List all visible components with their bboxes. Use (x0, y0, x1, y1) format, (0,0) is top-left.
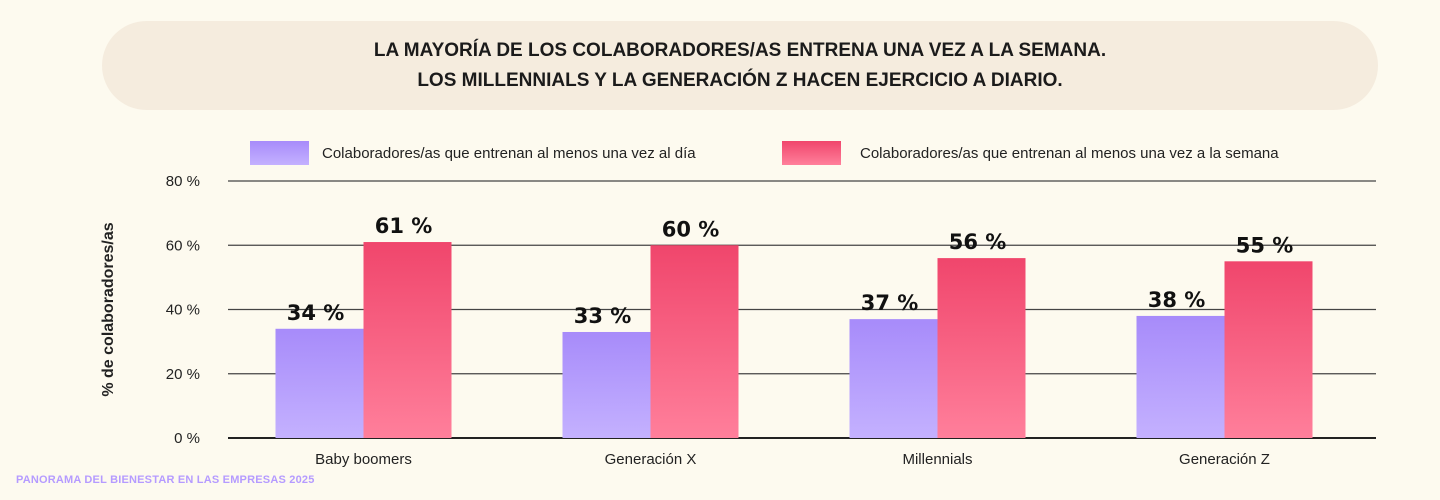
legend-label-weekly: Colaboradores/as que entrenan al menos u… (860, 145, 1279, 162)
y-tick-label: 40 % (166, 302, 200, 319)
y-tick-label: 20 % (166, 366, 200, 383)
bar-weekly-2 (650, 245, 739, 438)
bar-weekly-1 (363, 242, 452, 438)
x-tick-label: Baby boomers (315, 451, 412, 468)
data-label: 34 % (287, 301, 345, 325)
bar-daily-4 (1136, 315, 1225, 438)
y-axis-title: % de colaboradores/as (100, 222, 117, 396)
legend-swatch-daily (250, 141, 309, 165)
x-tick-label: Generación X (605, 451, 697, 468)
bar-chart: 0 % 20 % 40 % 60 % 80 % % de colaboradores/as… (100, 141, 1376, 468)
data-label: 38 % (1148, 288, 1206, 312)
data-label: 61 % (375, 214, 433, 238)
bar-weekly-3 (937, 258, 1026, 438)
chart-title-line-1: LA MAYORÍA DE LOS COLABORADORES/AS ENTRE… (373, 39, 1107, 61)
y-tick-label: 80 % (166, 173, 200, 190)
y-tick-label: 0 % (174, 430, 200, 447)
y-tick-label: 60 % (166, 237, 200, 254)
bar-daily-2 (562, 331, 651, 438)
data-label: 55 % (1236, 233, 1294, 257)
footer-report-name: PANORAMA DEL BIENESTAR EN LAS EMPRESAS 2… (16, 474, 315, 486)
data-label: 37 % (861, 291, 919, 315)
data-label: 33 % (574, 304, 632, 328)
chart-title-banner: LA MAYORÍA DE LOS COLABORADORES/AS ENTRE… (102, 21, 1378, 110)
bar-daily-1 (275, 328, 364, 438)
legend-label-daily: Colaboradores/as que entrenan al menos u… (322, 145, 696, 162)
x-tick-label: Millennials (902, 451, 972, 468)
bar-weekly-4 (1224, 261, 1313, 438)
x-tick-label: Generación Z (1179, 451, 1270, 468)
data-label: 60 % (662, 217, 720, 241)
data-label: 56 % (949, 230, 1007, 254)
legend-swatch-weekly (782, 141, 841, 165)
bar-daily-3 (849, 319, 938, 438)
chart-title-line-2: LOS MILLENNIALS Y LA GENERACIÓN Z HACEN … (417, 69, 1063, 91)
